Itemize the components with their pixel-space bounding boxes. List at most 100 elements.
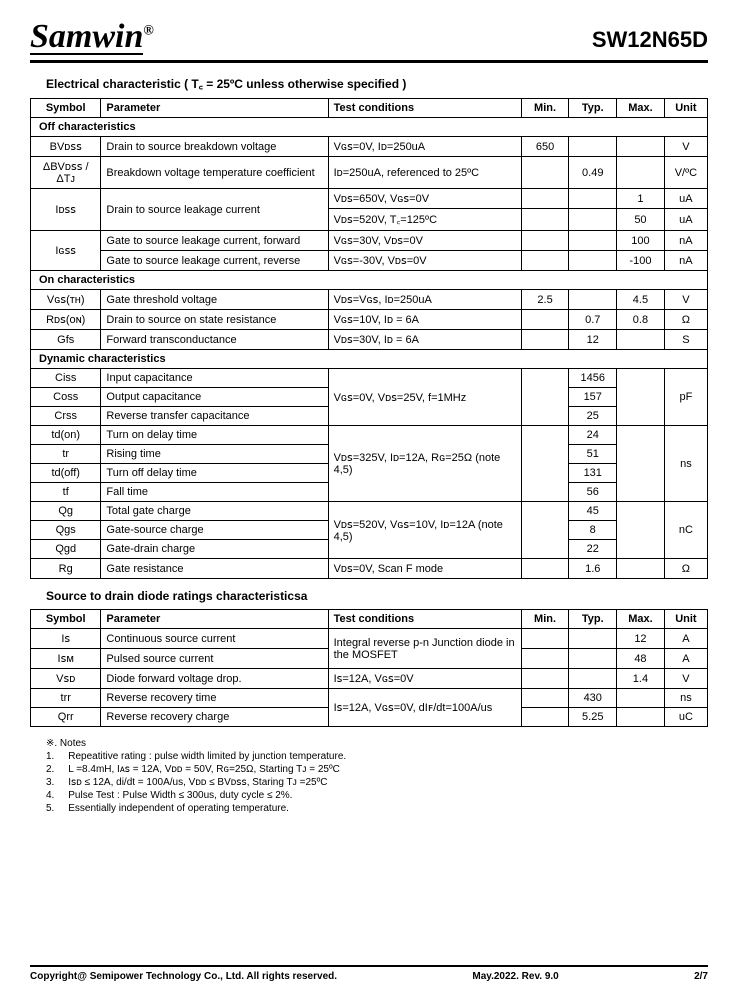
- cell: Gfs: [31, 330, 101, 350]
- cell: trr: [31, 689, 101, 708]
- cell: 100: [617, 231, 665, 251]
- cell: Drain to source breakdown voltage: [101, 137, 328, 157]
- cell: [569, 209, 617, 231]
- cell: Qrr: [31, 708, 101, 727]
- cell: 157: [569, 388, 617, 407]
- cell: nA: [664, 251, 707, 271]
- reg-mark: ®: [143, 24, 153, 39]
- cell: Total gate charge: [101, 502, 328, 521]
- cell: [569, 189, 617, 209]
- cell: Reverse transfer capacitance: [101, 407, 328, 426]
- on-header: On characteristics: [31, 271, 708, 290]
- cell: Ciss: [31, 369, 101, 388]
- cell: Fall time: [101, 483, 328, 502]
- cell: [521, 231, 569, 251]
- page-header: Samwin® SW12N65D: [30, 18, 708, 63]
- note-text: Repeatitive rating : pulse width limited…: [68, 751, 346, 762]
- th-param: Parameter: [101, 610, 328, 629]
- cell: Iᴅꜱꜱ: [31, 189, 101, 231]
- note-4: 4. Pulse Test : Pulse Width ≤ 300us, dut…: [46, 789, 708, 802]
- note-text: Pulse Test : Pulse Width ≤ 300us, duty c…: [68, 790, 292, 801]
- cell: 0.8: [617, 310, 665, 330]
- cell: Coss: [31, 388, 101, 407]
- cell: [521, 157, 569, 189]
- off-header: Off characteristics: [31, 118, 708, 137]
- cell: Vᴅꜱ=0V, Scan F mode: [328, 559, 521, 579]
- cell: ns: [664, 426, 707, 502]
- cell: Turn off delay time: [101, 464, 328, 483]
- cell: [617, 330, 665, 350]
- th-max: Max.: [617, 610, 665, 629]
- cell: [521, 209, 569, 231]
- cell: Crss: [31, 407, 101, 426]
- cell: Vɢꜱ=0V, Iᴅ=250uA: [328, 137, 521, 157]
- cell: uA: [664, 209, 707, 231]
- cell: Qg: [31, 502, 101, 521]
- cell: Qgd: [31, 540, 101, 559]
- cell: [521, 502, 569, 559]
- th-symbol: Symbol: [31, 99, 101, 118]
- cell: 650: [521, 137, 569, 157]
- cell: [617, 502, 665, 559]
- cell: [569, 629, 617, 649]
- copyright: Copyright@ Semipower Technology Co., Ltd…: [30, 971, 337, 982]
- cell: Vᴅꜱ=Vɢꜱ, Iᴅ=250uA: [328, 290, 521, 310]
- th-min: Min.: [521, 610, 569, 629]
- cell: BVᴅꜱꜱ: [31, 137, 101, 157]
- table-diode: Symbol Parameter Test conditions Min. Ty…: [30, 609, 708, 727]
- cell: 24: [569, 426, 617, 445]
- th-min: Min.: [521, 99, 569, 118]
- cell: Qgs: [31, 521, 101, 540]
- cell: [569, 649, 617, 669]
- cell: V: [664, 669, 707, 689]
- cell: Ω: [664, 559, 707, 579]
- cell: [569, 137, 617, 157]
- cell: V: [664, 137, 707, 157]
- cell: 1.6: [569, 559, 617, 579]
- section-electrical-title: Electrical characteristic ( T꜀ = 25ºC un…: [46, 75, 708, 92]
- cell: Vᴅꜱ=650V, Vɢꜱ=0V: [328, 189, 521, 209]
- cell: Vᴅꜱ=520V, T꜀=125ºC: [328, 209, 521, 231]
- cell: Gate resistance: [101, 559, 328, 579]
- cell: 45: [569, 502, 617, 521]
- cell: Rg: [31, 559, 101, 579]
- cell: V/ºC: [664, 157, 707, 189]
- cell: [521, 629, 569, 649]
- cell: Vᴅꜱ=520V, Vɢꜱ=10V, Iᴅ=12A (note 4,5): [328, 502, 521, 559]
- cell: 2.5: [521, 290, 569, 310]
- cell: nA: [664, 231, 707, 251]
- cell: Integral reverse p-n Junction diode in t…: [328, 629, 521, 669]
- th-typ: Typ.: [569, 610, 617, 629]
- cell: [521, 251, 569, 271]
- cell: Iꜱ: [31, 629, 101, 649]
- cell: 1.4: [617, 669, 665, 689]
- cell: V: [664, 290, 707, 310]
- cell: td(on): [31, 426, 101, 445]
- notes-block: ※. Notes 1. Repeatitive rating : pulse w…: [46, 737, 708, 815]
- part-number: SW12N65D: [592, 27, 708, 53]
- th-symbol: Symbol: [31, 610, 101, 629]
- note-3: 3. Iꜱᴅ ≤ 12A, di/dt = 100A/us, Vᴅᴅ ≤ BVᴅ…: [46, 776, 708, 789]
- cell: Vɢꜱ(ᴛʜ): [31, 290, 101, 310]
- cell: Continuous source current: [101, 629, 328, 649]
- cell: [617, 559, 665, 579]
- cell: S: [664, 330, 707, 350]
- note-text: Essentially independent of operating tem…: [68, 803, 289, 814]
- cell: 48: [617, 649, 665, 669]
- cell: [521, 330, 569, 350]
- cell: 5.25: [569, 708, 617, 727]
- note-text: L =8.4mH, Iᴀꜱ = 12A, Vᴅᴅ = 50V, Rɢ=25Ω, …: [68, 764, 340, 775]
- cell: Gate-drain charge: [101, 540, 328, 559]
- cell: Gate threshold voltage: [101, 290, 328, 310]
- cell: [617, 426, 665, 502]
- cell: [617, 689, 665, 708]
- cell: Output capacitance: [101, 388, 328, 407]
- th-param: Parameter: [101, 99, 328, 118]
- cell: [569, 231, 617, 251]
- cell: 8: [569, 521, 617, 540]
- cell: ΔBVᴅꜱꜱ / ΔTᴊ: [31, 157, 101, 189]
- cell: Vᴅꜱ=325V, Iᴅ=12A, Rɢ=25Ω (note 4,5): [328, 426, 521, 502]
- cell: Vᴅꜱ=30V, Iᴅ = 6A: [328, 330, 521, 350]
- th-unit: Unit: [664, 610, 707, 629]
- cell: -100: [617, 251, 665, 271]
